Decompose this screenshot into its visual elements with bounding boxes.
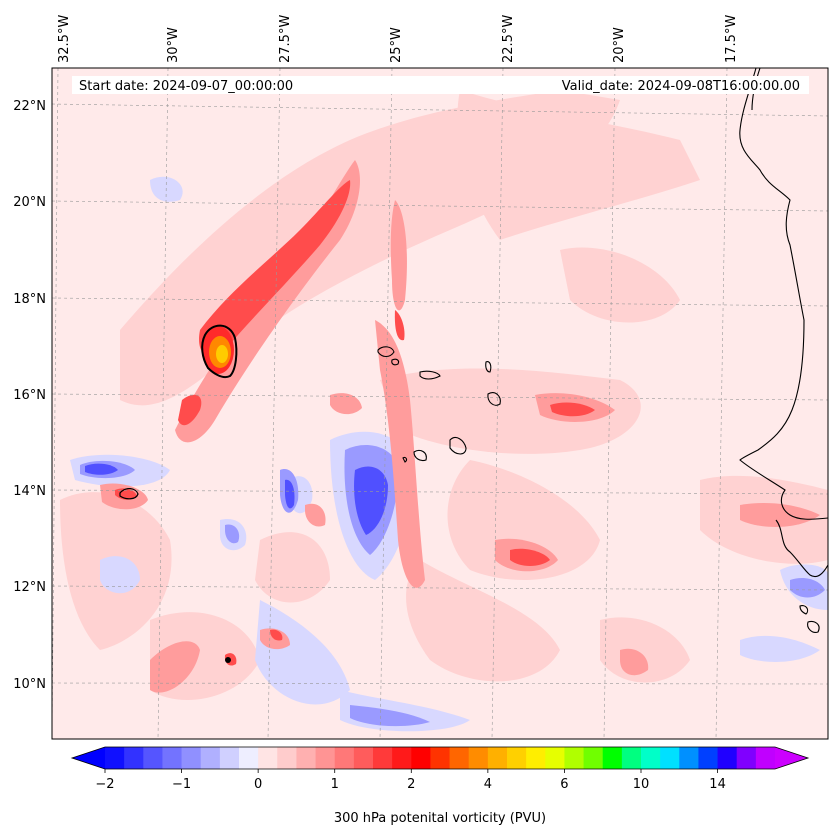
colorbar-cell — [679, 747, 699, 769]
lat-label: 10°N — [13, 677, 46, 692]
colorbar-min-extension — [72, 747, 105, 769]
colorbar-cell — [583, 747, 604, 769]
colorbar-tick-label: 10 — [633, 777, 650, 792]
date-strip — [72, 76, 809, 94]
colorbar-cell — [239, 747, 259, 769]
lon-label: 27.5°W — [278, 15, 293, 63]
colorbar-tick-label: 2 — [407, 777, 415, 792]
colorbar-tick-label: 0 — [254, 777, 262, 792]
lon-label: 32.5°W — [57, 15, 72, 63]
colorbar-cell — [564, 747, 585, 769]
colorbar-tick-label: 4 — [484, 777, 492, 792]
colorbar-cell — [373, 747, 393, 769]
map-frame — [51, 67, 829, 740]
lon-label: 25°W — [389, 27, 404, 63]
lat-label: 14°N — [13, 484, 46, 499]
lon-label: 20°W — [612, 27, 627, 63]
colorbar-cell — [449, 747, 470, 769]
cape-verde-island — [391, 358, 400, 366]
colorbar-cell — [200, 747, 221, 769]
colorbar-cell — [602, 747, 623, 769]
colorbar-cell — [277, 747, 297, 769]
cape-verde-island — [449, 437, 467, 455]
valid-date: Valid_date: 2024-09-08T16:00:00.00 — [562, 79, 800, 94]
colorbar-cell — [430, 747, 451, 769]
colorbar-cell — [143, 747, 163, 769]
cape-verde-island — [402, 456, 408, 463]
colorbar-tick-label: −2 — [95, 777, 114, 792]
colorbar-cell — [621, 747, 642, 769]
cape-verde-island — [419, 370, 441, 380]
colorbar-tick-label: −1 — [172, 777, 191, 792]
colorbar-cell — [353, 747, 374, 769]
colorbar-cell — [717, 747, 738, 769]
lat-label: 20°N — [13, 195, 46, 210]
graticule — [52, 68, 828, 739]
longitude-labels: 32.5°W 30°W 27.5°W 25°W 22.5°W 20°W 17.5… — [57, 15, 739, 63]
colorbar-cell — [181, 747, 202, 769]
bijagos-islands — [799, 605, 820, 633]
guinea-coastline — [775, 519, 828, 578]
colorbar-cell — [755, 747, 776, 769]
colorbar-tick-label: 14 — [709, 777, 726, 792]
colorbar-cell — [468, 747, 489, 769]
colorbar-cells — [105, 747, 776, 769]
lon-label: 22.5°W — [501, 15, 516, 63]
colorbar-cell — [641, 747, 661, 769]
latitude-labels: 22°N 20°N 18°N 16°N 14°N 12°N 10°N — [13, 99, 46, 692]
african-coastline — [739, 68, 828, 520]
colorbar-cell — [334, 747, 355, 769]
colorbar-cell — [736, 747, 757, 769]
colorbar-cell — [526, 747, 546, 769]
colorbar-cell — [219, 747, 240, 769]
lat-label: 12°N — [13, 580, 46, 595]
cape-verde-island — [485, 361, 492, 373]
lat-label: 16°N — [13, 388, 46, 403]
cape-verde-island — [487, 392, 501, 406]
colorbar-ticks: −2 −1 0 1 2 4 6 10 14 — [95, 769, 726, 792]
start-date: Start date: 2024-09-07_00:00:00 — [79, 79, 293, 94]
colorbar-cell — [105, 747, 125, 769]
pv-contour-line — [201, 324, 238, 378]
colorbar-cell — [124, 747, 144, 769]
colorbar: −2 −1 0 1 2 4 6 10 14 300 hPa potenital vorticit… — [70, 746, 810, 826]
lon-label: 30°W — [166, 27, 181, 63]
colorbar-cell — [487, 747, 508, 769]
lat-label: 22°N — [13, 99, 46, 114]
colorbar-cell — [162, 747, 183, 769]
colorbar-tick-label: 1 — [331, 777, 339, 792]
cape-verde-island — [413, 449, 427, 462]
pv-dark-blue-regions — [85, 463, 388, 535]
colorbar-cell — [411, 747, 431, 769]
colorbar-cell — [660, 747, 680, 769]
cape-verde-island — [377, 346, 395, 358]
pv-contour-small — [119, 488, 139, 500]
map-panel — [52, 68, 828, 739]
colorbar-cell — [296, 747, 317, 769]
colorbar-tick-label: 6 — [560, 777, 568, 792]
colorbar-cell — [507, 747, 527, 769]
colorbar-max-extension — [775, 747, 808, 769]
colorbar-cell — [258, 747, 278, 769]
pv-core-maximum — [119, 324, 238, 663]
colorbar-label: 300 hPa potenital vorticity (PVU) — [334, 811, 546, 826]
colorbar-cell — [698, 747, 719, 769]
lat-label: 18°N — [13, 292, 46, 307]
colorbar-cell — [315, 747, 336, 769]
colorbar-cell — [392, 747, 412, 769]
lon-label: 17.5°W — [724, 15, 739, 63]
colorbar-cell — [545, 747, 565, 769]
